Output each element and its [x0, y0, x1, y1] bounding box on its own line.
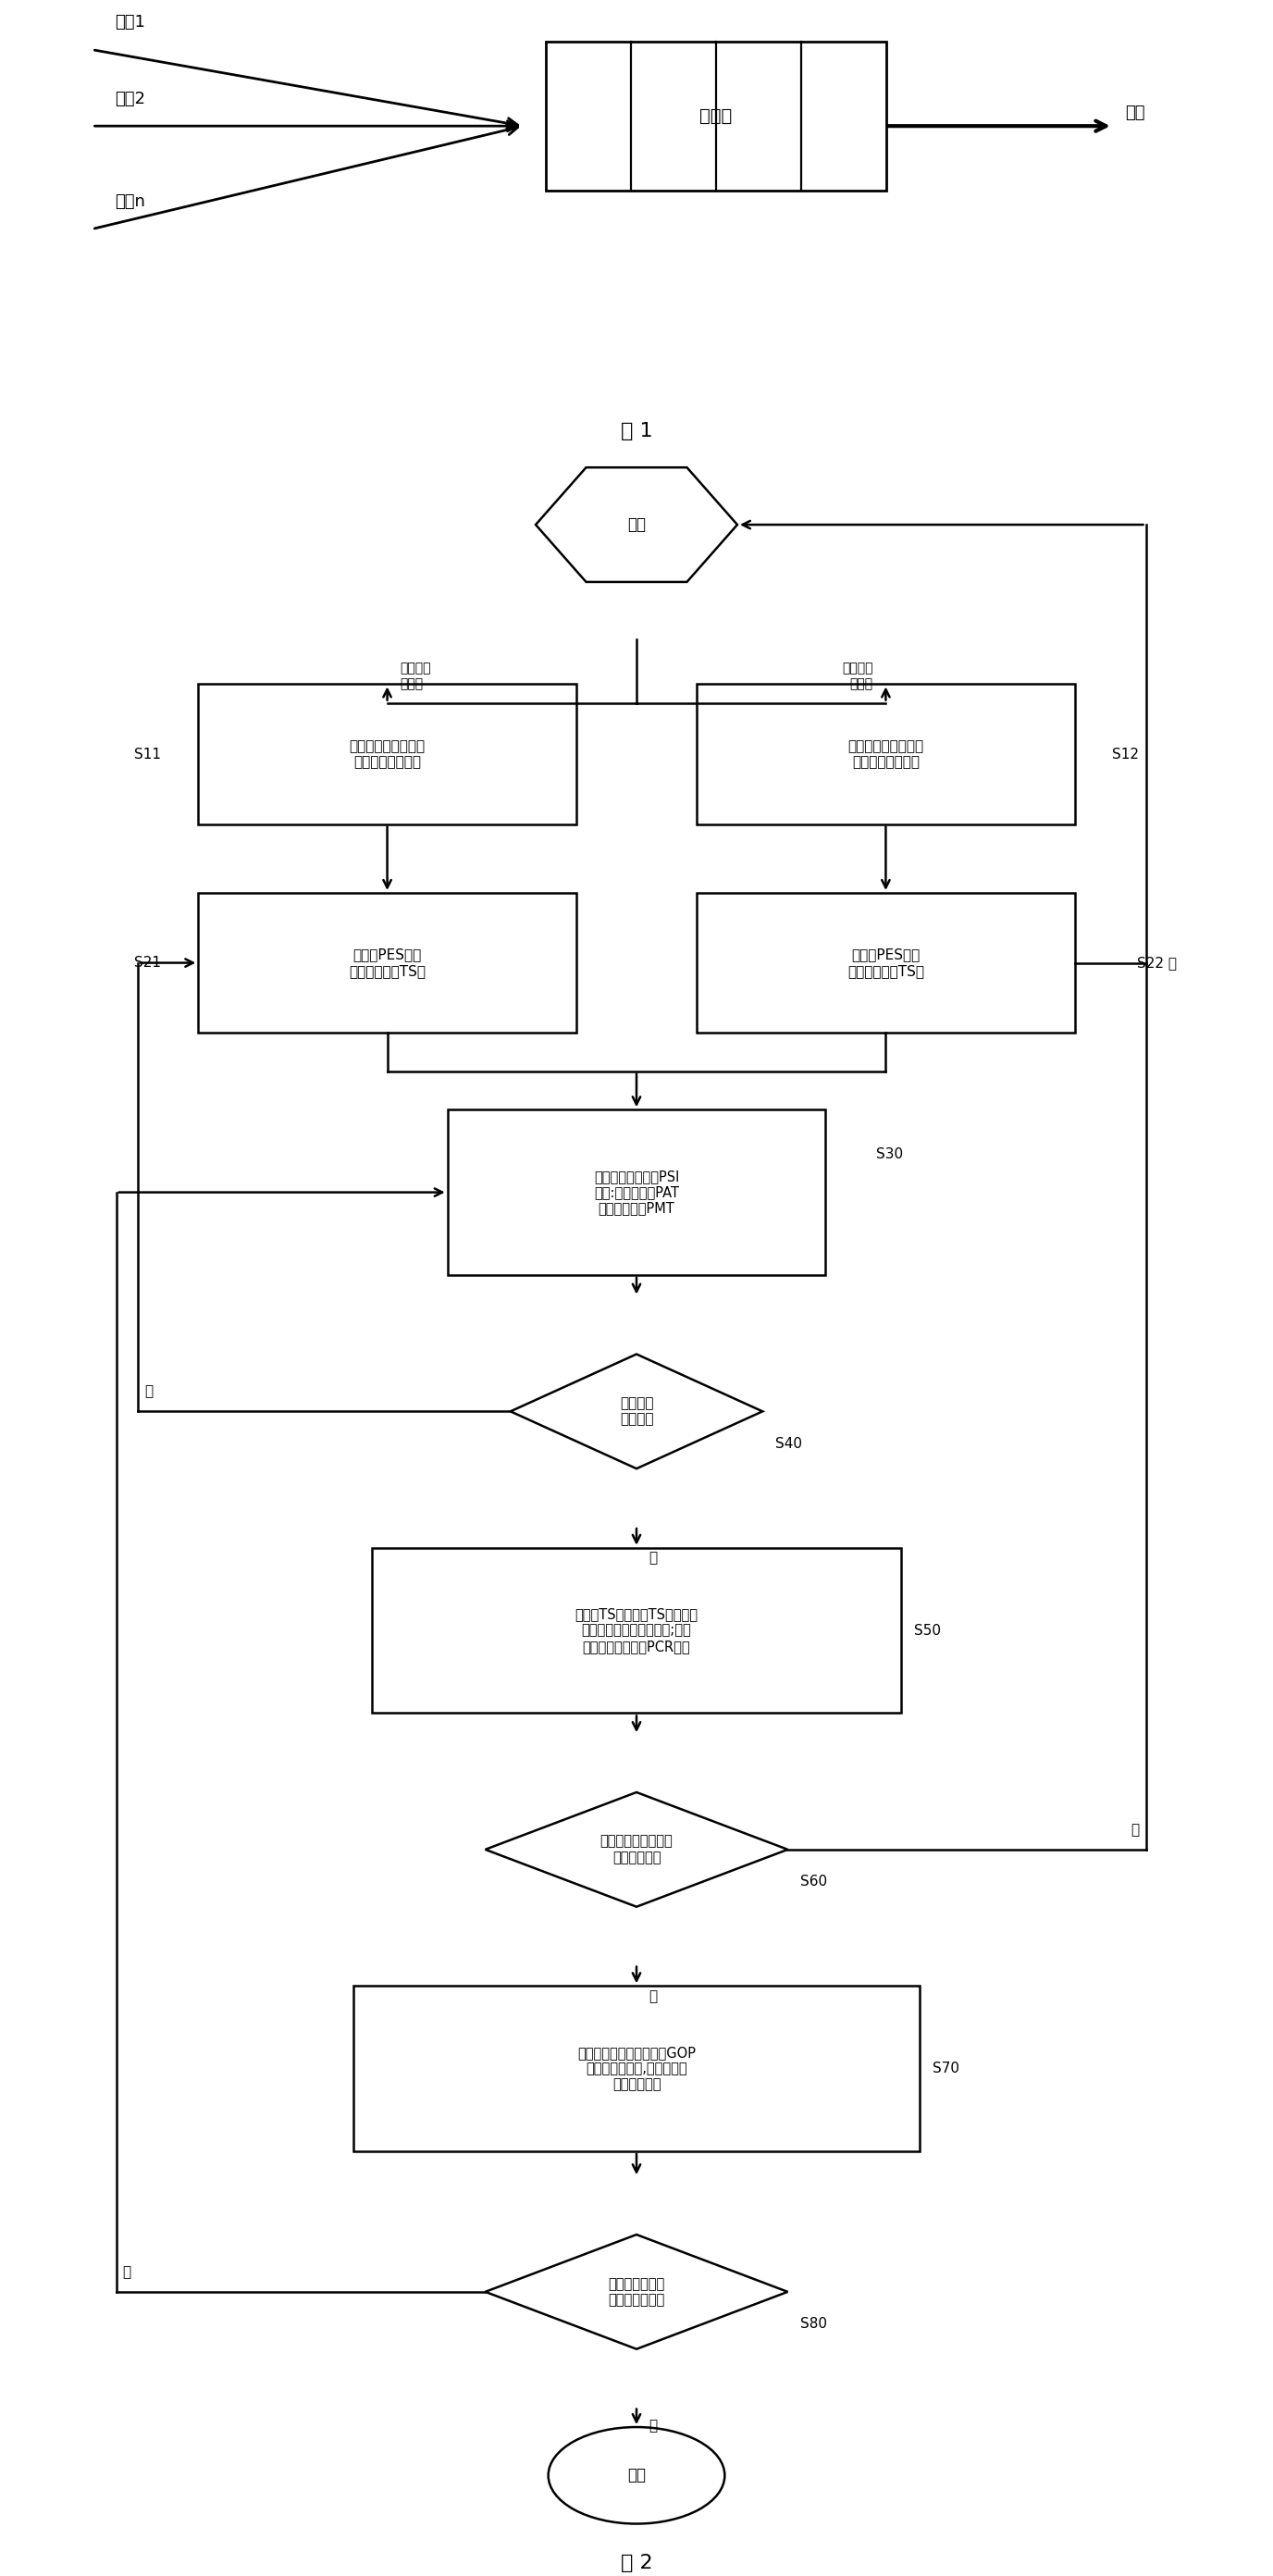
- Text: S30: S30: [876, 1146, 903, 1162]
- Text: 是: 是: [649, 2419, 658, 2432]
- Text: 输入音频
基本流: 输入音频 基本流: [843, 662, 873, 690]
- Text: S80: S80: [801, 2318, 827, 2331]
- Ellipse shape: [549, 2427, 724, 2524]
- Text: 否: 否: [144, 1386, 153, 1399]
- Polygon shape: [510, 1355, 763, 1468]
- Text: 节目n: 节目n: [115, 193, 145, 211]
- Text: 否: 否: [1132, 1824, 1139, 1837]
- Text: S60: S60: [801, 1875, 827, 1888]
- Text: S40: S40: [775, 1437, 802, 1450]
- Text: 图 1: 图 1: [620, 422, 653, 440]
- Text: 缓冲区: 缓冲区: [700, 108, 732, 126]
- Text: 生成节目特定信息PSI
数据:节目关联表PAT
、节目映射表PMT: 生成节目特定信息PSI 数据:节目关联表PAT 、节目映射表PMT: [593, 1170, 680, 1216]
- Text: S12: S12: [1111, 747, 1138, 760]
- Text: 图 2: 图 2: [620, 2553, 653, 2573]
- Text: 节目1: 节目1: [115, 13, 145, 31]
- Text: 当前图像的所有
图像组复用完毕: 当前图像的所有 图像组复用完毕: [608, 2277, 665, 2306]
- Text: 准备: 准备: [628, 515, 645, 533]
- Text: S11: S11: [135, 747, 162, 760]
- Polygon shape: [485, 1793, 788, 1906]
- Text: 根据传输流的传输率和该GOP
的数据量的大小,在输出缓冲
区中填入空包: 根据传输流的传输率和该GOP 的数据量的大小,在输出缓冲 区中填入空包: [577, 2045, 696, 2092]
- Text: 输入视频
基本流: 输入视频 基本流: [400, 662, 430, 690]
- FancyBboxPatch shape: [448, 1110, 825, 1275]
- Text: 将视频基本数据打包
成视频打包基本流: 将视频基本数据打包 成视频打包基本流: [349, 739, 425, 770]
- Text: 是: 是: [649, 1989, 658, 2004]
- FancyBboxPatch shape: [696, 894, 1074, 1033]
- Text: 当前图像组的视频帧
是否复用完毕: 当前图像组的视频帧 是否复用完毕: [600, 1834, 673, 1865]
- FancyBboxPatch shape: [696, 685, 1074, 824]
- Text: 节目2: 节目2: [115, 90, 145, 108]
- Text: 信道: 信道: [1125, 106, 1146, 121]
- Text: 将视频PES打包
成视频传输流TS包: 将视频PES打包 成视频传输流TS包: [349, 948, 425, 979]
- Text: S21: S21: [135, 956, 162, 969]
- Text: 将音频PES打包
成音频传输流TS包: 将音频PES打包 成音频传输流TS包: [848, 948, 924, 979]
- FancyBboxPatch shape: [546, 41, 886, 191]
- FancyBboxPatch shape: [199, 685, 577, 824]
- Polygon shape: [536, 466, 737, 582]
- Text: 否: 否: [122, 2264, 131, 2280]
- Text: S70: S70: [933, 2061, 960, 2076]
- Text: 将音频TS包和视频TS包均匀的
放入传输流输出缓冲区中;同时
更新节目时钟参考PCR信息: 将音频TS包和视频TS包均匀的 放入传输流输出缓冲区中;同时 更新节目时钟参考P…: [575, 1607, 698, 1654]
- FancyBboxPatch shape: [372, 1548, 901, 1713]
- Text: S50: S50: [914, 1623, 941, 1638]
- Text: S22 否: S22 否: [1137, 956, 1176, 969]
- Text: 完成一帧
视频数据: 完成一帧 视频数据: [620, 1396, 653, 1427]
- Text: 结束: 结束: [628, 2468, 645, 2483]
- Text: 是: 是: [649, 1551, 658, 1566]
- FancyBboxPatch shape: [353, 1986, 920, 2151]
- Text: 将音频基本数据打包
成音频打包基本流: 将音频基本数据打包 成音频打包基本流: [848, 739, 924, 770]
- FancyBboxPatch shape: [199, 894, 577, 1033]
- Polygon shape: [485, 2233, 788, 2349]
